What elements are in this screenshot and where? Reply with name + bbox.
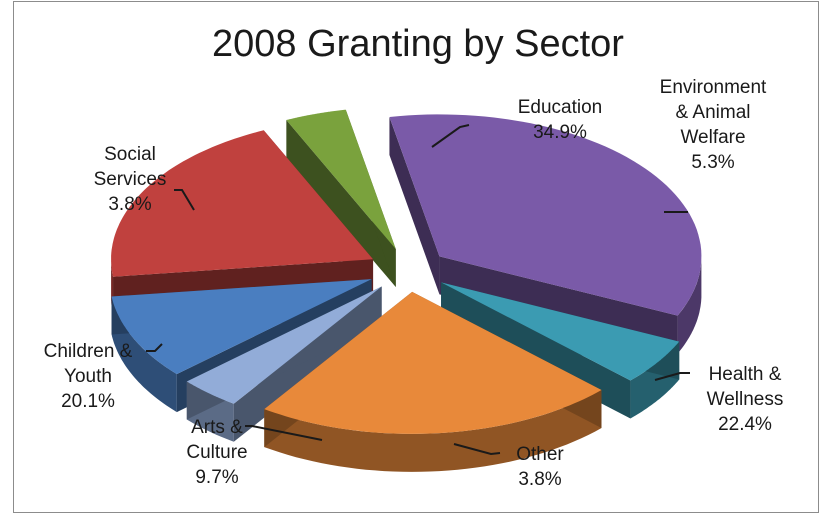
slice-side-arts-and-culture xyxy=(111,296,177,413)
label-line: Social xyxy=(104,144,156,165)
label-line: Services xyxy=(94,169,167,190)
label-line: Arts & xyxy=(191,417,243,438)
label-line: Children & xyxy=(44,341,133,362)
slice-wall-education-0 xyxy=(389,117,440,295)
slice-other xyxy=(186,286,382,442)
slice-top-environment-and-animal-welfare xyxy=(441,282,680,381)
leader-other xyxy=(453,443,501,456)
slice-wall-social-services-0 xyxy=(286,120,396,288)
label-line: Education xyxy=(518,97,603,118)
label-line: Other xyxy=(516,444,564,465)
label-line: Youth xyxy=(64,366,112,387)
slice-labels: Education 34.9% Environment & Animal Welfare… xyxy=(44,77,784,490)
label-health-and-wellness: Health & Wellness 22.4% xyxy=(707,364,784,435)
slice-top-arts-and-culture xyxy=(111,279,372,375)
label-line: 9.7% xyxy=(195,467,238,488)
label-children-and-youth: Children & Youth 20.1% xyxy=(44,341,133,412)
leader-social-services xyxy=(174,189,195,211)
label-other: Other 3.8% xyxy=(516,444,564,490)
label-line: Health & xyxy=(709,364,782,385)
slice-health-and-wellness xyxy=(264,291,602,472)
leader-arts-and-culture xyxy=(245,425,323,441)
leader-lines xyxy=(146,124,690,456)
slice-side-health-and-wellness xyxy=(264,390,602,472)
chart-title: 2008 Granting by Sector xyxy=(212,23,624,65)
slice-side-education xyxy=(677,256,702,354)
slice-top-children-and-youth xyxy=(111,130,374,277)
slice-top-education xyxy=(389,114,702,316)
label-line: 22.4% xyxy=(718,414,772,435)
pie-slices xyxy=(111,109,702,472)
leader-health-and-wellness xyxy=(654,372,690,381)
slice-top-other xyxy=(186,286,382,404)
label-line: 3.8% xyxy=(518,469,561,490)
label-line: Wellness xyxy=(707,389,784,410)
slice-top-health-and-wellness xyxy=(264,291,602,434)
label-line: 20.1% xyxy=(61,391,115,412)
label-line: Culture xyxy=(186,442,247,463)
label-education: Education 34.9% xyxy=(518,97,603,143)
label-line: 5.3% xyxy=(691,152,734,173)
label-social-services: Social Services 3.8% xyxy=(94,144,167,215)
slice-top-social-services xyxy=(286,109,396,250)
leader-children-and-youth xyxy=(146,343,163,352)
label-line: 34.9% xyxy=(533,122,587,143)
label-environment-and-animal-welfare: Environment & Animal Welfare 5.3% xyxy=(660,77,767,173)
label-arts-and-culture: Arts & Culture 9.7% xyxy=(186,417,247,488)
label-line: Welfare xyxy=(680,127,745,148)
leader-education xyxy=(431,124,470,148)
label-line: 3.8% xyxy=(108,194,151,215)
label-line: & Animal xyxy=(676,102,751,123)
slice-social-services xyxy=(286,109,396,288)
label-line: Environment xyxy=(660,77,767,98)
